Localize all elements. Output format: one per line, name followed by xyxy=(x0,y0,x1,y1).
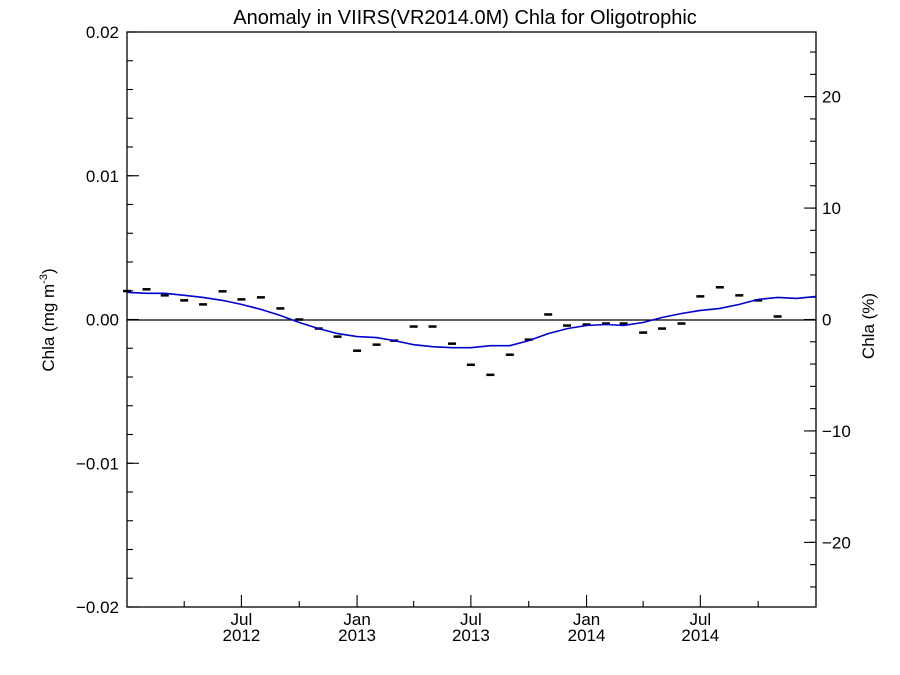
y-tick-label: 0.02 xyxy=(86,23,119,42)
y-axis-left-ticks: 0.02 0.01 0.00 −0.01 −0.02 xyxy=(76,23,139,617)
x-tick-month-label: Jul xyxy=(689,610,711,629)
y2-tick-label: −20 xyxy=(822,533,851,552)
y-axis-right-label: Chla (%) xyxy=(859,293,878,359)
x-tick-year-label: 2014 xyxy=(681,626,719,645)
y-tick-label: −0.01 xyxy=(76,454,119,473)
x-tick-year-label: 2013 xyxy=(338,626,376,645)
y2-tick-label: −10 xyxy=(822,422,851,441)
smoothed-anomaly-line xyxy=(126,291,817,349)
x-tick-month-label: Jul xyxy=(460,610,482,629)
y2-tick-label: 20 xyxy=(822,88,841,107)
chart-title: Anomaly in VIIRS(VR2014.0M) Chla for Oli… xyxy=(233,7,697,29)
y-axis-left-label-main: Chla (mg m xyxy=(39,284,58,372)
x-tick-month-label: Jul xyxy=(231,610,253,629)
y2-tick-label: 0 xyxy=(822,311,831,330)
y2-tick-label: 10 xyxy=(822,199,841,218)
x-tick-month-label: Jan xyxy=(343,610,370,629)
y-tick-label: 0.00 xyxy=(86,311,119,330)
x-tick-year-label: 2012 xyxy=(223,626,261,645)
y-tick-label: 0.01 xyxy=(86,167,119,186)
x-tick-month-label: Jan xyxy=(573,610,600,629)
y-axis-left-label: Chla (mg m-3) xyxy=(38,268,58,371)
x-tick-year-label: 2014 xyxy=(568,626,606,645)
x-tick-year-label: 2013 xyxy=(452,626,490,645)
y-axis-right-ticks: 20 10 0 −10 −20 xyxy=(804,51,851,588)
y-tick-label: −0.02 xyxy=(76,598,119,617)
y-axis-left-label-close: ) xyxy=(39,268,58,274)
y-axis-left-label-exponent: -3 xyxy=(38,274,50,284)
series-layer xyxy=(123,286,817,377)
